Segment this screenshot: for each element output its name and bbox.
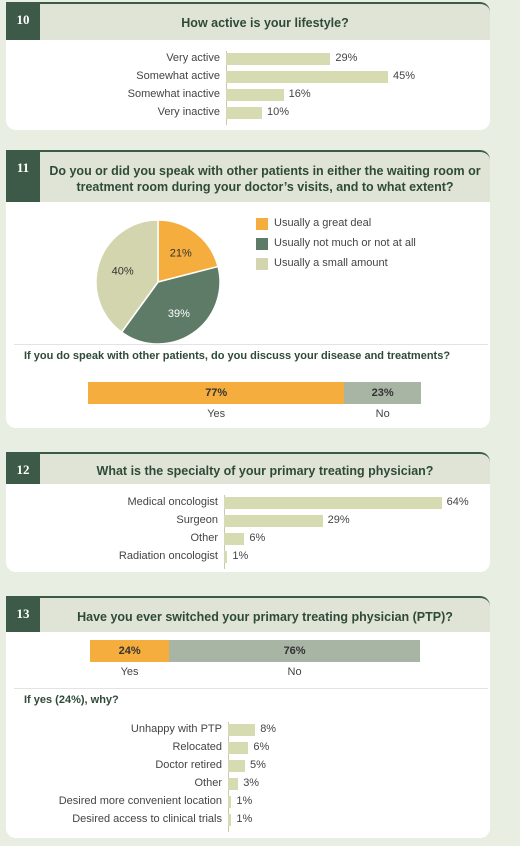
- q11-discuss-category: No: [375, 408, 390, 420]
- pie-slice: [120, 265, 221, 345]
- q13-reason-value: 3%: [243, 777, 260, 789]
- pie-slice: [157, 219, 219, 283]
- legend-label: Usually not much or not at all: [274, 237, 416, 249]
- q11-discuss-category: Yes: [207, 408, 226, 420]
- pie-chart: 21% 39% 40%: [95, 219, 221, 345]
- legend-swatch: [256, 238, 268, 250]
- pie-slice-label: 21%: [170, 248, 192, 260]
- q11-header: 11 Do you or did you speak with other pa…: [6, 150, 490, 202]
- q11-discuss-segment: 77%: [88, 382, 345, 404]
- q13-reason-label: Relocated: [172, 741, 222, 753]
- q13-reasons-chart: Unhappy with PTP 8% Relocated 6% Doctor reti…: [6, 632, 490, 838]
- pie-slice-label: 40%: [112, 266, 134, 278]
- q13-reason-axis: [228, 722, 229, 832]
- legend-swatch: [256, 258, 268, 270]
- q10-label: Very active: [166, 52, 220, 64]
- q12-label: Surgeon: [176, 514, 218, 526]
- q10-bar: [226, 89, 284, 101]
- q13-reason-bar: [228, 724, 256, 736]
- q12-header: 12 What is the specialty of your primary…: [6, 452, 490, 484]
- q12-bar: [224, 533, 245, 545]
- q10-header: 10 How active is your lifestyle?: [6, 2, 490, 40]
- pie-slice: [95, 219, 159, 334]
- q11-subquestion: If you do speak with other patients, do …: [24, 350, 451, 362]
- legend-label: Usually a small amount: [274, 257, 388, 269]
- q13-reason-label: Desired access to clinical trials: [72, 813, 222, 825]
- q10-chart: Very active 29% Somewhat active 45% Somewhat…: [6, 40, 490, 130]
- q11-panel: 21% 39% 40% Usually a great deal Usually no…: [6, 202, 490, 428]
- q13-question: Have you ever switched your primary trea…: [77, 610, 453, 624]
- q13-reason-bar: [228, 742, 249, 754]
- q10-bar: [226, 71, 388, 83]
- q13-reason-bar: [228, 778, 239, 790]
- q13-reason-value: 6%: [253, 741, 270, 753]
- q11-number: 11: [6, 152, 40, 202]
- legend-label: Usually a great deal: [274, 217, 372, 229]
- q13-divider: [14, 688, 488, 689]
- q13-subquestion: If yes (24%), why?: [24, 694, 119, 706]
- q13-number: 13: [6, 598, 40, 632]
- q10-bar: [226, 53, 331, 65]
- q10-axis: [226, 51, 227, 125]
- q10-panel: Very active 29% Somewhat active 45% Somewhat…: [6, 40, 490, 130]
- q10-label: Very inactive: [157, 106, 220, 118]
- q13-reason-value: 8%: [260, 723, 277, 735]
- q12-value: 6%: [249, 532, 266, 544]
- q10-value: 45%: [393, 70, 416, 82]
- q10-value: 29%: [335, 52, 358, 64]
- q12-value: 29%: [327, 514, 350, 526]
- q12-label: Medical oncologist: [127, 496, 219, 508]
- q11-discuss-segment: 23%: [344, 382, 421, 404]
- q11-split-chart: 77% Yes 23% No: [6, 202, 490, 428]
- q12-value: 64%: [446, 496, 469, 508]
- q13-reason-label: Other: [194, 777, 222, 789]
- q13-reason-label: Doctor retired: [155, 759, 222, 771]
- q10-value: 10%: [267, 106, 290, 118]
- q13-split-chart: 24% Yes 76% No: [6, 632, 490, 692]
- pie-slice-label: 39%: [168, 308, 190, 320]
- q10-value: 16%: [288, 88, 311, 100]
- q10-label: Somewhat inactive: [127, 88, 220, 100]
- q13-switched-segment: 24%: [90, 640, 170, 662]
- q13-reason-label: Unhappy with PTP: [130, 723, 222, 735]
- q13-reason-bar: [228, 760, 245, 772]
- legend-swatch: [256, 218, 268, 230]
- q13-switched-category: No: [287, 666, 302, 678]
- q12-chart: Medical oncologist 64% Surgeon 29% Other 6% Ra…: [6, 484, 490, 572]
- q11-question-line1: Do you or did you speak with other patie…: [49, 164, 481, 178]
- q13-switched-category: Yes: [120, 666, 139, 678]
- q12-label: Other: [190, 532, 218, 544]
- q10-number: 10: [6, 4, 40, 40]
- q12-question: What is the specialty of your primary tr…: [96, 464, 434, 478]
- q10-question: How active is your lifestyle?: [181, 16, 349, 30]
- q12-value: 1%: [232, 550, 249, 562]
- q13-reason-value: 5%: [250, 759, 266, 771]
- q13-panel: 24% Yes 76% No If yes (24%), why? Unhappy w…: [6, 632, 490, 838]
- q13-reason-bar: [228, 814, 232, 826]
- q12-panel: Medical oncologist 64% Surgeon 29% Other 6% Ra…: [6, 484, 490, 572]
- q12-label: Radiation oncologist: [118, 550, 218, 562]
- q10-label: Somewhat active: [136, 70, 220, 82]
- q12-number: 12: [6, 454, 40, 484]
- q12-bar: [224, 551, 228, 563]
- q12-axis: [224, 495, 225, 569]
- q13-reason-value: 1%: [236, 795, 253, 807]
- q13-switched-segment: 76%: [169, 640, 420, 662]
- q11-divider: [14, 344, 488, 345]
- q11-question-line2: treatment room during your doctor’s visi…: [76, 180, 454, 194]
- q12-bar: [224, 515, 323, 527]
- q13-reason-label: Desired more convenient location: [58, 795, 222, 807]
- q13-reason-value: 1%: [236, 813, 253, 825]
- q12-bar: [224, 497, 442, 509]
- q13-reason-bar: [228, 796, 232, 808]
- q13-header: 13 Have you ever switched your primary t…: [6, 596, 490, 632]
- q10-bar: [226, 107, 262, 119]
